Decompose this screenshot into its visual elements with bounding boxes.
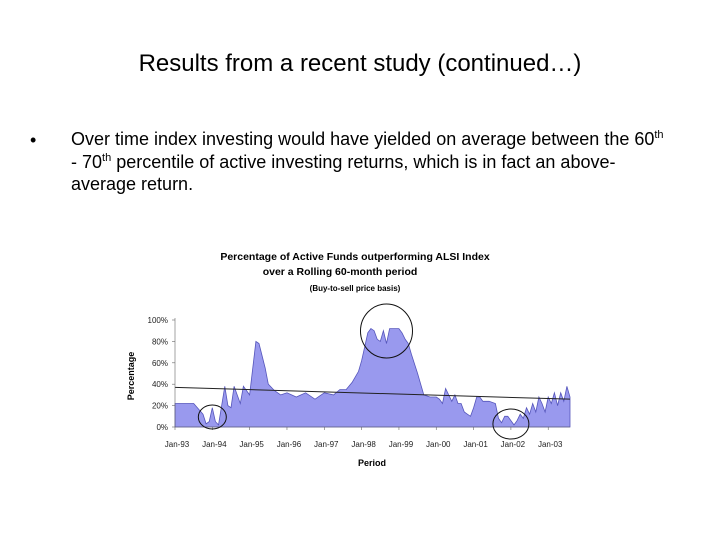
x-tick-label: Jan-98 [351, 440, 376, 449]
trend-line [174, 386, 571, 400]
x-axis-label: Period [358, 458, 386, 468]
bullet-superscript-1: th [654, 129, 664, 141]
x-tick-label: Jan-99 [389, 440, 414, 449]
x-tick-label: Jan-93 [165, 440, 190, 449]
y-tick-label: 60% [152, 359, 168, 368]
x-tick-label: Jan-02 [501, 440, 526, 449]
x-tick-label: Jan-94 [202, 440, 227, 449]
slide-title: Results from a recent study (continued…) [138, 50, 582, 77]
x-tick-label: Jan-03 [538, 440, 563, 449]
chart-subtitle: (Buy-to-sell price basis) [310, 284, 401, 293]
bullet-point: • Over time index investing would have y… [30, 128, 670, 196]
y-tick-label: 40% [152, 380, 168, 389]
area-series [174, 328, 571, 428]
annotation-circle [492, 408, 530, 440]
bullet-text: Over time index investing would have yie… [71, 128, 670, 196]
y-tick-label: 0% [156, 423, 168, 432]
x-tick-label: Jan-96 [277, 440, 302, 449]
plot-area: 100% 80% 60% 40% 20% 0% Jan-93 Jan-94 Jan-95 Jan-… [148, 303, 571, 449]
x-tick-label: Jan-95 [239, 440, 264, 449]
chart-title: Percentage of Active Funds outperforming… [220, 251, 489, 263]
y-tick-label: 20% [152, 402, 168, 411]
chart-title-line2: over a Rolling 60-month period [263, 266, 418, 278]
x-tick-label: Jan-01 [463, 440, 488, 449]
annotation-circle [197, 404, 227, 430]
y-tick-label: 100% [148, 316, 168, 325]
y-tick-label: 80% [152, 337, 168, 346]
bullet-superscript-2: th [102, 151, 112, 164]
bullet-marker: • [30, 130, 37, 150]
x-tick-label: Jan-97 [314, 440, 339, 449]
x-tick-label: Jan-00 [426, 440, 451, 449]
bullet-text-part2: - 70 [71, 151, 103, 172]
annotation-circle [359, 303, 413, 359]
bullet-text-part3: percentile of active investing returns, … [71, 151, 616, 195]
y-axis-label: Percentage [126, 352, 136, 401]
bullet-text-part1: Over time index investing would have yie… [71, 129, 655, 149]
